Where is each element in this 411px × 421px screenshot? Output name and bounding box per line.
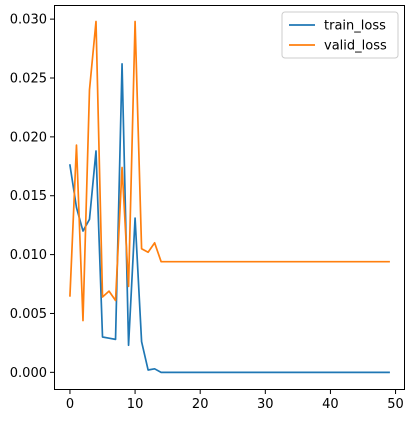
series-line-train-loss	[68, 63, 390, 374]
y-tick-label: 0.020	[10, 130, 47, 145]
y-tick-label: 0.030	[10, 13, 47, 28]
legend-box	[281, 11, 399, 59]
x-axis: 0 10 20 30 40 50	[66, 390, 404, 412]
y-tick-label: 0.015	[10, 189, 47, 204]
x-tick-label: 10	[127, 397, 144, 412]
legend-label-train-loss: train_loss	[324, 19, 386, 34]
series-line-valid-loss	[69, 20, 390, 322]
legend: train_loss valid_loss	[281, 11, 399, 59]
x-tick-label: 40	[322, 397, 339, 412]
y-tick-label: 0.000	[10, 366, 47, 381]
x-tick-label: 20	[192, 397, 209, 412]
y-tick-label: 0.025	[10, 71, 47, 86]
y-tick-label: 0.010	[10, 248, 47, 263]
legend-label-valid-loss: valid_loss	[324, 39, 387, 54]
y-tick-label: 0.005	[10, 307, 47, 322]
series-layer	[68, 20, 390, 374]
x-tick-label: 50	[387, 397, 404, 412]
plot-area-frame	[54, 5, 405, 390]
y-axis: 0.000 0.005 0.010 0.015 0.020 0.025 0.030	[10, 13, 54, 381]
x-tick-label: 30	[257, 397, 274, 412]
x-tick-label: 0	[66, 397, 74, 412]
